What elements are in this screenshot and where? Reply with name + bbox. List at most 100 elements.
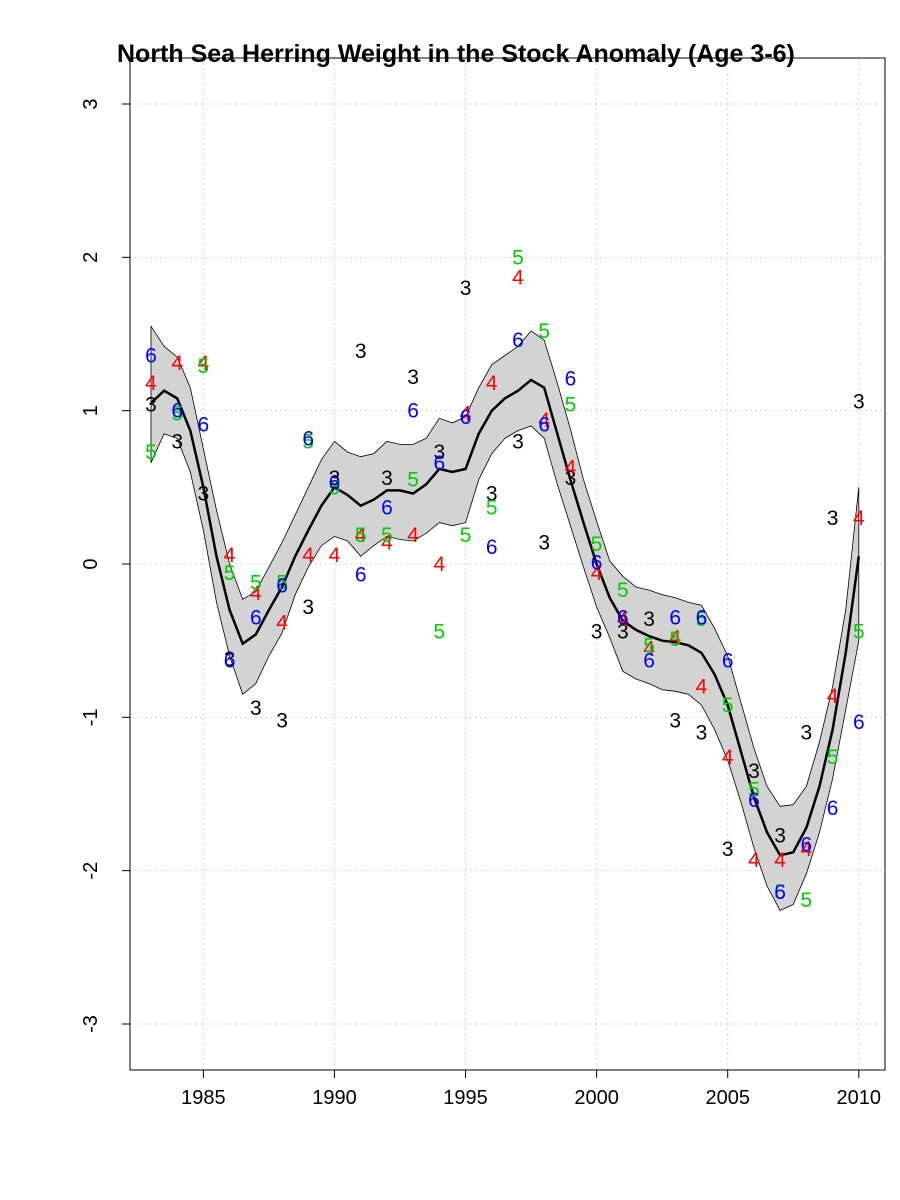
point-age-3: 3 bbox=[696, 722, 708, 745]
point-age-6: 6 bbox=[853, 711, 865, 734]
point-age-4: 4 bbox=[355, 524, 367, 547]
point-age-6: 6 bbox=[433, 452, 445, 475]
point-age-6: 6 bbox=[302, 427, 314, 450]
x-tick-label: 1985 bbox=[181, 1087, 226, 1109]
y-tick-label: 1 bbox=[80, 405, 102, 416]
point-age-5: 5 bbox=[171, 403, 183, 426]
point-age-4: 4 bbox=[591, 562, 603, 585]
y-tick-label: -3 bbox=[80, 1015, 102, 1033]
point-age-6: 6 bbox=[591, 551, 603, 574]
point-age-3: 3 bbox=[171, 430, 183, 453]
confidence-band bbox=[150, 324, 860, 912]
point-age-3: 3 bbox=[774, 824, 786, 847]
point-age-5: 5 bbox=[433, 620, 445, 643]
point-age-3: 3 bbox=[433, 441, 445, 464]
point-age-4: 4 bbox=[276, 611, 288, 634]
point-age-5: 5 bbox=[853, 620, 865, 643]
point-age-4: 4 bbox=[748, 849, 760, 872]
point-age-6: 6 bbox=[748, 789, 760, 812]
point-age-4: 4 bbox=[171, 352, 183, 375]
point-age-3: 3 bbox=[145, 394, 157, 417]
point-age-3: 3 bbox=[250, 697, 262, 720]
point-age-6: 6 bbox=[827, 797, 839, 820]
point-age-6: 6 bbox=[407, 400, 419, 423]
point-age-4: 4 bbox=[669, 627, 681, 650]
point-age-4: 4 bbox=[460, 403, 472, 426]
point-age-5: 5 bbox=[591, 533, 603, 556]
y-tick-label: -1 bbox=[80, 708, 102, 726]
point-age-4: 4 bbox=[801, 838, 813, 861]
point-age-4: 4 bbox=[407, 524, 419, 547]
point-age-3: 3 bbox=[486, 482, 498, 505]
point-age-5: 5 bbox=[565, 394, 577, 417]
point-age-5: 5 bbox=[250, 571, 262, 594]
point-age-6: 6 bbox=[722, 650, 734, 673]
point-age-4: 4 bbox=[145, 372, 157, 395]
point-age-6: 6 bbox=[774, 881, 786, 904]
point-age-4: 4 bbox=[617, 608, 629, 631]
point-age-6: 6 bbox=[669, 607, 681, 630]
point-age-4: 4 bbox=[696, 676, 708, 699]
point-age-5: 5 bbox=[617, 579, 629, 602]
point-age-3: 3 bbox=[591, 620, 603, 643]
point-age-6: 6 bbox=[460, 406, 472, 429]
point-age-5: 5 bbox=[329, 476, 341, 499]
point-age-4: 4 bbox=[381, 532, 393, 555]
point-age-6: 6 bbox=[381, 496, 393, 519]
point-age-3: 3 bbox=[853, 390, 865, 413]
point-age-5: 5 bbox=[696, 608, 708, 631]
point-age-3: 3 bbox=[669, 709, 681, 732]
point-age-4: 4 bbox=[329, 544, 341, 567]
point-age-5: 5 bbox=[512, 246, 524, 269]
point-age-3: 3 bbox=[198, 482, 210, 505]
point-age-3: 3 bbox=[302, 596, 314, 619]
point-age-5: 5 bbox=[198, 355, 210, 378]
point-age-5: 5 bbox=[276, 571, 288, 594]
point-age-4: 4 bbox=[827, 685, 839, 708]
point-age-3: 3 bbox=[617, 620, 629, 643]
point-age-5: 5 bbox=[486, 496, 498, 519]
smooth-trend bbox=[150, 378, 861, 857]
smooth-trend-line bbox=[150, 378, 861, 857]
point-age-5: 5 bbox=[774, 881, 786, 904]
grid-lines bbox=[130, 58, 885, 1070]
point-age-4: 4 bbox=[565, 456, 577, 479]
point-age-4: 4 bbox=[302, 544, 314, 567]
y-tick-label: 0 bbox=[80, 558, 102, 569]
point-age-4: 4 bbox=[722, 746, 734, 769]
point-age-3: 3 bbox=[748, 760, 760, 783]
point-age-6: 6 bbox=[565, 367, 577, 390]
point-age-5: 5 bbox=[224, 562, 236, 585]
point-age-4: 4 bbox=[538, 409, 550, 432]
point-age-6: 6 bbox=[696, 607, 708, 630]
point-age-5: 5 bbox=[801, 889, 813, 912]
x-tick-label: 1995 bbox=[443, 1087, 488, 1109]
point-age-4: 4 bbox=[643, 637, 655, 660]
y-axis: -3 -2 -1 0 1 2 3 bbox=[80, 98, 130, 1033]
point-age-5: 5 bbox=[145, 441, 157, 464]
point-age-4: 4 bbox=[250, 582, 262, 605]
point-age-3: 3 bbox=[407, 366, 419, 389]
point-age-5: 5 bbox=[748, 778, 760, 801]
point-age-4: 4 bbox=[224, 544, 236, 567]
point-age-4: 4 bbox=[774, 849, 786, 872]
point-age-5: 5 bbox=[407, 469, 419, 492]
point-age-4: 4 bbox=[853, 507, 865, 530]
point-age-5: 5 bbox=[827, 746, 839, 769]
x-tick-label: 2010 bbox=[837, 1087, 882, 1109]
point-age-3: 3 bbox=[512, 430, 524, 453]
point-age-5: 5 bbox=[722, 694, 734, 717]
point-age-3: 3 bbox=[801, 722, 813, 745]
point-age-6: 6 bbox=[643, 650, 655, 673]
point-age-4: 4 bbox=[486, 372, 498, 395]
point-age-3: 3 bbox=[381, 467, 393, 490]
point-age-3: 3 bbox=[565, 467, 577, 490]
point-age-4: 4 bbox=[198, 352, 210, 375]
point-age-6: 6 bbox=[538, 413, 550, 436]
point-age-4: 4 bbox=[433, 553, 445, 576]
point-age-3: 3 bbox=[722, 838, 734, 861]
point-age-6: 6 bbox=[224, 650, 236, 673]
